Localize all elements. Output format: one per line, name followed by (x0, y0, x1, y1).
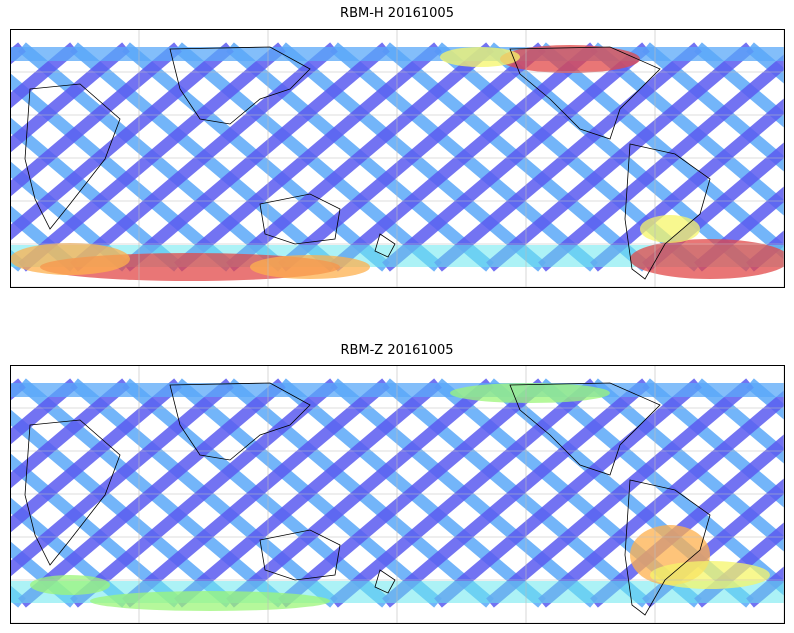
swath-track (70, 42, 338, 272)
swath-track (18, 378, 286, 608)
swath-track (486, 378, 754, 608)
hotspot (500, 45, 640, 73)
coastline (169, 46, 311, 125)
hotspot (640, 215, 700, 243)
swath-track (174, 42, 442, 272)
swath-track (10, 42, 78, 110)
coastlines (24, 46, 711, 280)
swath-track (10, 540, 78, 608)
swath-layer (10, 42, 785, 272)
swath-track (18, 42, 286, 272)
hotspot (90, 591, 330, 611)
swath-track (330, 378, 598, 608)
hotspot (450, 383, 610, 403)
swath-track (694, 42, 785, 129)
swath-track (538, 53, 785, 272)
swath-track (10, 496, 130, 608)
coastline (374, 233, 396, 258)
swath-track (486, 42, 754, 272)
swath-track (590, 97, 785, 272)
swath-track (278, 42, 546, 272)
swath-track (122, 378, 390, 608)
panel-title-rbm-z: RBM-Z 20161005 (340, 343, 454, 358)
swath-track (10, 42, 234, 242)
swath-track (382, 378, 650, 608)
map-frame (10, 29, 785, 288)
coastline (24, 83, 121, 230)
swath-track (174, 378, 442, 608)
swath-track (10, 378, 78, 446)
hotspot (250, 255, 370, 279)
swath-track (434, 378, 702, 608)
swath-track (694, 378, 785, 465)
swath-track (330, 42, 598, 272)
swath-track (538, 389, 785, 608)
hotspot-layer (10, 45, 785, 281)
coastline (24, 419, 121, 566)
hotspot (630, 239, 785, 279)
hotspot (10, 243, 130, 275)
hotspot (440, 47, 520, 67)
coastline (624, 143, 711, 280)
swath-track (226, 378, 494, 608)
swath-track (10, 378, 130, 490)
map-frame (10, 365, 785, 624)
hotspot (30, 575, 110, 595)
hotspot-layer (30, 383, 770, 611)
map-panel-rbm-h (10, 29, 785, 288)
swath-track (10, 378, 182, 534)
north-band (10, 383, 785, 397)
swath-track (694, 185, 785, 272)
coastline (624, 479, 711, 616)
swath-track (10, 378, 234, 578)
swath-track (70, 378, 338, 608)
coastline (509, 382, 661, 476)
map-panel-rbm-z (10, 365, 785, 624)
swath-track (10, 160, 130, 272)
swath-track (10, 42, 130, 154)
coastline (374, 569, 396, 594)
north-band (10, 47, 785, 61)
swath-track (122, 42, 390, 272)
coastline (509, 46, 661, 140)
coastline (259, 529, 341, 581)
coastline (259, 193, 341, 245)
swath-track (10, 204, 78, 272)
swath-layer (10, 378, 785, 608)
panel-title-rbm-h: RBM-H 20161005 (340, 6, 454, 21)
coastlines (24, 382, 711, 616)
swath-track (278, 378, 546, 608)
coastline (169, 382, 311, 461)
swath-track (434, 42, 702, 272)
hotspot (650, 561, 770, 589)
swath-track (226, 42, 494, 272)
swath-track (10, 42, 182, 198)
swath-track (382, 42, 650, 272)
